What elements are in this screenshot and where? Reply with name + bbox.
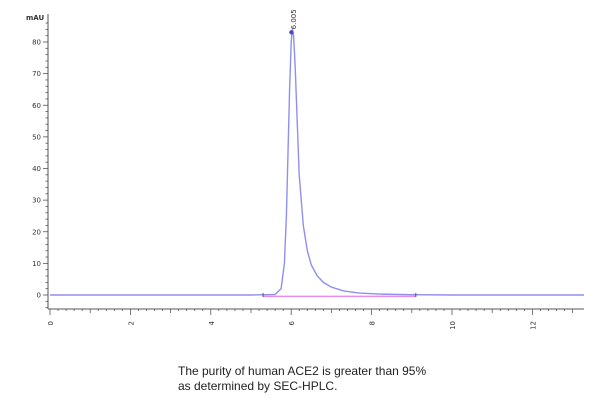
peak-retention-time-label: 6.005 [290,9,298,29]
x-tick-label: 2 [127,321,135,325]
x-tick-label: 4 [208,320,216,325]
peak-markers [262,30,417,297]
chromatogram-trace [50,29,584,296]
caption-line-1: The purity of human ACE2 is greater than… [178,364,427,378]
y-tick-label: 40 [32,165,41,173]
y-tick-label: 20 [32,228,41,236]
axes [47,14,584,310]
y-axis-unit-label: mAU [26,14,44,22]
y-tick-label: 70 [32,70,41,78]
peak-apex-marker [289,30,294,35]
caption-line-2: as determined by SEC-HPLC. [178,379,338,393]
chromatogram-chart: 0 10 20 30 40 50 60 70 80 0 2 4 6 8 10 12 mAU 6.005 [26,9,584,330]
y-tick-label: 60 [32,102,41,110]
x-tick-label: 8 [369,321,377,325]
caption: The purity of human ACE2 is greater than… [178,364,478,394]
y-tick-label: 30 [32,197,41,205]
y-tick-label: 10 [32,260,41,268]
x-tick-label: 12 [529,321,537,330]
x-tick-label: 10 [449,321,457,330]
y-tick-label: 0 [37,292,41,300]
x-tick-label: 0 [47,321,55,325]
ticks: 0 10 20 30 40 50 60 70 80 0 2 4 6 8 10 12 [32,22,573,330]
y-tick-label: 50 [32,133,41,141]
x-tick-label: 6 [288,320,296,325]
y-tick-label: 80 [32,39,41,47]
